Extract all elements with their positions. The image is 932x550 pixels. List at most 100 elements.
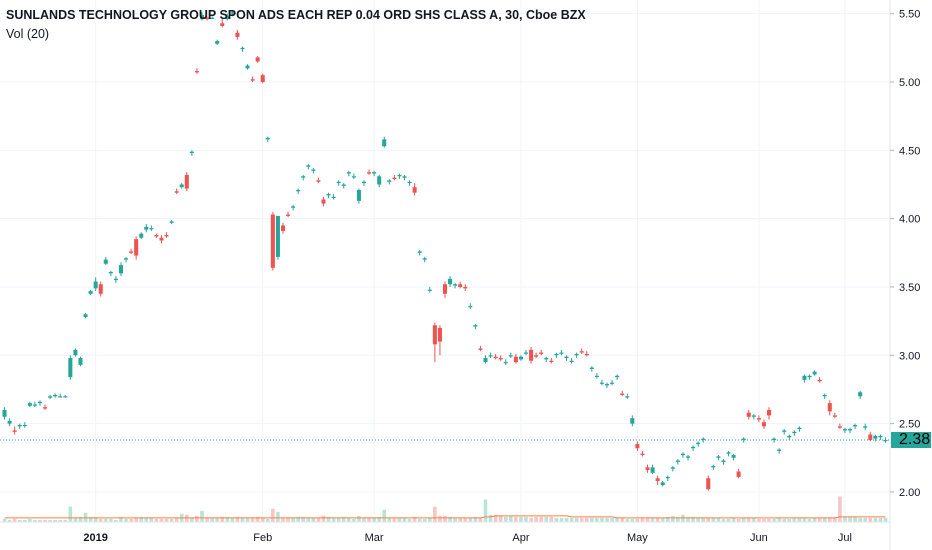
volume-bar	[68, 506, 73, 522]
candle-body	[645, 467, 650, 471]
candle	[164, 232, 169, 238]
volume-bar	[822, 517, 827, 522]
candle-body	[361, 181, 367, 184]
candle	[696, 441, 701, 447]
volume-bar	[210, 517, 214, 522]
candle-body	[245, 65, 250, 69]
candle-body	[766, 409, 772, 416]
candle-body	[407, 181, 412, 184]
candle-body	[599, 382, 604, 384]
volume-bar	[250, 517, 255, 522]
candle	[291, 204, 296, 211]
candle-body	[751, 415, 756, 417]
candle-body	[660, 482, 665, 486]
candle	[83, 312, 88, 319]
volume-bar	[372, 517, 376, 522]
candle	[397, 173, 402, 180]
candle	[205, 16, 210, 21]
candle-body	[822, 394, 827, 397]
candle	[27, 401, 32, 408]
last-price-badge-bg	[891, 432, 931, 449]
candle-body	[382, 139, 387, 147]
candle	[402, 174, 407, 181]
volume-bar	[873, 517, 878, 522]
volume-bar	[417, 518, 422, 522]
candle	[336, 180, 341, 186]
volume-bar	[721, 518, 726, 522]
volume-bar	[640, 517, 645, 522]
candle	[569, 358, 574, 364]
volume-bar	[701, 517, 705, 522]
volume-bar	[129, 518, 133, 522]
volume-bar	[2, 518, 7, 522]
candle-body	[615, 375, 620, 378]
volume-indicator-label[interactable]: Vol (20)	[6, 27, 50, 41]
candle	[858, 390, 863, 400]
candle	[230, 10, 235, 17]
candle-body	[296, 189, 301, 192]
volume-bar	[807, 518, 812, 522]
candle-body	[215, 40, 220, 44]
candle-body	[265, 138, 270, 140]
candle-body	[159, 237, 164, 241]
candle-body	[468, 306, 473, 308]
volume-bar	[392, 517, 397, 522]
volume-bar	[630, 518, 635, 522]
candle	[316, 177, 321, 184]
volume-bar	[220, 516, 225, 522]
candle-body	[139, 233, 144, 238]
time-tick-label: Mar	[365, 532, 384, 544]
candle-body	[250, 79, 255, 81]
candle	[473, 323, 478, 330]
candle-body	[88, 291, 93, 294]
volume-bar	[853, 516, 857, 522]
volume-bar	[17, 519, 22, 522]
candle-body	[650, 467, 655, 473]
volume-bar	[83, 512, 88, 522]
candle-body	[848, 429, 853, 431]
candle-body	[564, 356, 569, 359]
candle	[746, 409, 751, 420]
candle-body	[518, 356, 523, 360]
candle	[372, 170, 377, 177]
candle	[58, 393, 63, 398]
candle-body	[372, 172, 377, 174]
candle	[453, 282, 458, 289]
volume-bar	[58, 519, 62, 522]
candle-body	[63, 396, 68, 398]
volume-bar	[833, 517, 837, 522]
candle-body	[124, 258, 129, 260]
volume-bar	[185, 514, 189, 522]
volume-bar	[119, 516, 123, 522]
volume-bar	[777, 517, 781, 522]
candle	[417, 250, 422, 256]
candle-body	[883, 440, 888, 442]
candle-body	[220, 23, 225, 26]
volume-bar	[291, 517, 295, 522]
volume-bar	[828, 517, 832, 522]
volume-bar	[260, 517, 265, 522]
candle	[488, 352, 493, 359]
candle	[442, 281, 448, 298]
candle-body	[260, 75, 265, 82]
volume-bar	[235, 516, 240, 522]
candle-body	[346, 172, 351, 174]
candle-body	[640, 453, 645, 456]
price-tick-label: 4.50	[899, 145, 920, 157]
candle	[822, 393, 827, 400]
candle	[32, 401, 37, 408]
volume-bar	[412, 516, 417, 522]
candle	[412, 183, 417, 196]
candle-body	[417, 251, 422, 253]
candle	[144, 224, 149, 233]
candle	[270, 211, 275, 271]
volume-bar	[539, 516, 543, 522]
time-tick-label: May	[627, 532, 648, 544]
volume-bar	[33, 519, 37, 522]
candle-body	[331, 196, 336, 198]
volume-bar	[114, 519, 118, 522]
candle-body	[427, 289, 432, 291]
volume-bar	[362, 517, 366, 522]
volume-bar	[488, 514, 493, 522]
